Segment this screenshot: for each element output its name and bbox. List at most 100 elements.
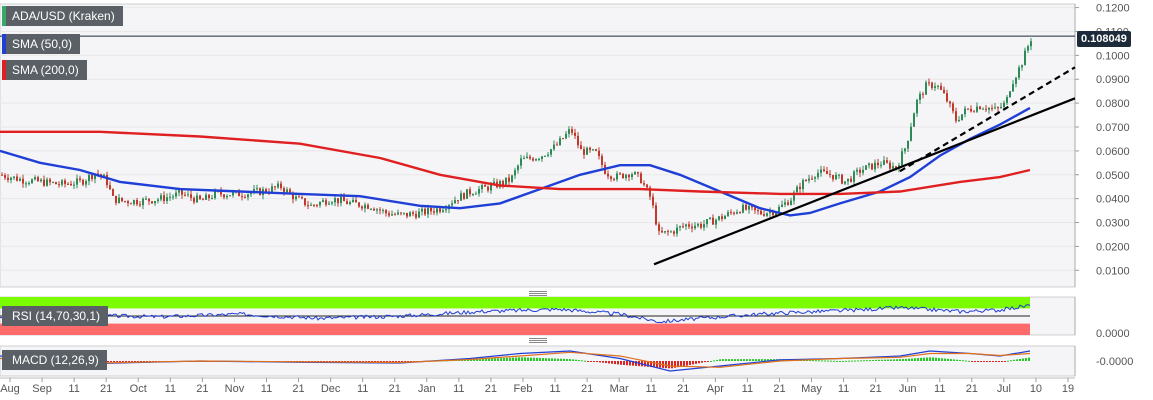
x-tick-label: 11: [549, 383, 560, 395]
candle-bear: [400, 212, 402, 214]
candle-bear: [832, 174, 834, 180]
macd-histogram-bar: [362, 361, 364, 362]
macd-histogram-bar: [602, 361, 604, 363]
candle-bear: [946, 93, 948, 102]
candle-bear: [805, 180, 807, 182]
candle-bull: [277, 183, 279, 188]
candle-bear: [667, 231, 669, 233]
macd-histogram-bar: [665, 361, 667, 369]
macd-histogram-bar: [398, 361, 400, 362]
candle-bull: [1030, 41, 1032, 47]
candle-bull: [565, 133, 567, 139]
candle-bear: [574, 132, 576, 136]
candle-bull: [586, 147, 588, 155]
x-tick-label: 21: [677, 383, 689, 395]
x-tick-label: 10: [1030, 383, 1042, 395]
macd-histogram-bar: [143, 361, 145, 362]
candle-bear: [112, 189, 114, 196]
candle-bull: [541, 156, 543, 159]
candle-bear: [949, 101, 951, 104]
candle-bull: [481, 185, 483, 190]
macd-histogram-bar: [581, 360, 583, 362]
candle-bear: [580, 145, 582, 150]
macd-histogram-bar: [905, 358, 907, 361]
x-tick-label: Jan: [418, 383, 436, 395]
candle-bear: [58, 184, 60, 186]
macd-histogram-bar: [365, 361, 367, 362]
last-price-badge: 0.108049: [1077, 31, 1131, 47]
x-tick-label: 21: [196, 383, 208, 395]
macd-histogram-bar: [599, 361, 601, 363]
candle-bull: [13, 176, 15, 178]
x-axis: Aug Sep 11 21 Oct 11 21 Nov 11 21 Dec 11 21 Jan 11 21 Fe…: [0, 377, 1075, 395]
candle-bull: [418, 211, 420, 218]
macd-histogram-bar: [518, 357, 520, 361]
symbol-label[interactable]: ADA/USD (Kraken): [2, 6, 123, 26]
candle-bull: [625, 174, 627, 179]
macd-histogram-bar: [110, 361, 112, 362]
price-ytick-label: 0.0900: [1096, 74, 1130, 86]
candle-bear: [739, 212, 741, 214]
sma200-legend[interactable]: SMA (200,0): [2, 60, 87, 80]
rsi-label-text: RSI (14,70,30,1): [12, 309, 101, 323]
rsi-line: [0, 304, 1031, 324]
macd-histogram-bar: [812, 360, 814, 362]
macd-histogram-bar: [986, 361, 988, 362]
macd-histogram-bar: [941, 358, 943, 361]
macd-histogram-bar: [488, 358, 490, 361]
candle-bull: [472, 194, 474, 196]
candle-bull: [52, 182, 54, 184]
candle-bull: [499, 180, 501, 188]
candle-bull: [286, 189, 288, 193]
candle-bull: [769, 211, 771, 214]
macd-histogram-bar: [485, 358, 487, 361]
candle-bull: [916, 99, 918, 114]
price-ytick-label: 0.0800: [1096, 98, 1130, 110]
sma50-legend[interactable]: SMA (50,0): [2, 34, 81, 54]
candle-bear: [190, 194, 192, 198]
x-tick-label: 11: [646, 383, 657, 395]
candle-bear: [223, 194, 225, 198]
macd-histogram-bar: [389, 361, 391, 362]
macd-histogram-bar: [476, 359, 478, 361]
candle-bear: [301, 197, 303, 199]
macd-histogram-bar: [608, 361, 610, 364]
candle-bear: [82, 179, 84, 185]
macd-histogram-bar: [896, 359, 898, 361]
candle-bear: [343, 196, 345, 202]
candle-bear: [730, 212, 732, 214]
macd-histogram-bar: [347, 361, 349, 362]
macd-histogram-bar: [572, 359, 574, 361]
price-ytick-label: 0.0400: [1096, 194, 1130, 206]
candle-bull: [154, 200, 156, 204]
candle-bull: [934, 86, 936, 88]
macd-histogram-bar: [623, 361, 625, 365]
macd-histogram-bar: [383, 361, 385, 362]
macd-histogram-bar: [686, 361, 688, 366]
rsi-legend[interactable]: RSI (14,70,30,1): [2, 306, 109, 326]
candle-bear: [124, 201, 126, 203]
candle-bear: [265, 189, 267, 193]
candle-bull: [211, 198, 213, 200]
macd-histogram-bar: [866, 360, 868, 362]
candle-bear: [151, 201, 153, 204]
macd-histogram-bar: [683, 361, 685, 367]
candle-bull: [778, 206, 780, 213]
candle-bull: [523, 158, 525, 160]
macd-histogram-bar: [668, 361, 670, 369]
macd-histogram-bar: [755, 359, 757, 361]
candle-bull: [766, 213, 768, 216]
candle-bull: [592, 149, 594, 151]
candle-bull: [514, 170, 516, 176]
candle-bull: [205, 194, 207, 200]
candle-bull: [958, 120, 960, 122]
price-ytick-label: 0.1000: [1096, 50, 1130, 62]
macd-histogram-bar: [596, 361, 598, 363]
candle-bear: [304, 198, 306, 206]
macd-legend[interactable]: MACD (12,26,9): [2, 350, 107, 370]
macd-histogram-bar: [983, 361, 985, 362]
macd-histogram-bar: [512, 357, 514, 361]
panel-resize-handle-1[interactable]: [529, 291, 547, 296]
panel-resize-handle-2[interactable]: [529, 338, 547, 343]
